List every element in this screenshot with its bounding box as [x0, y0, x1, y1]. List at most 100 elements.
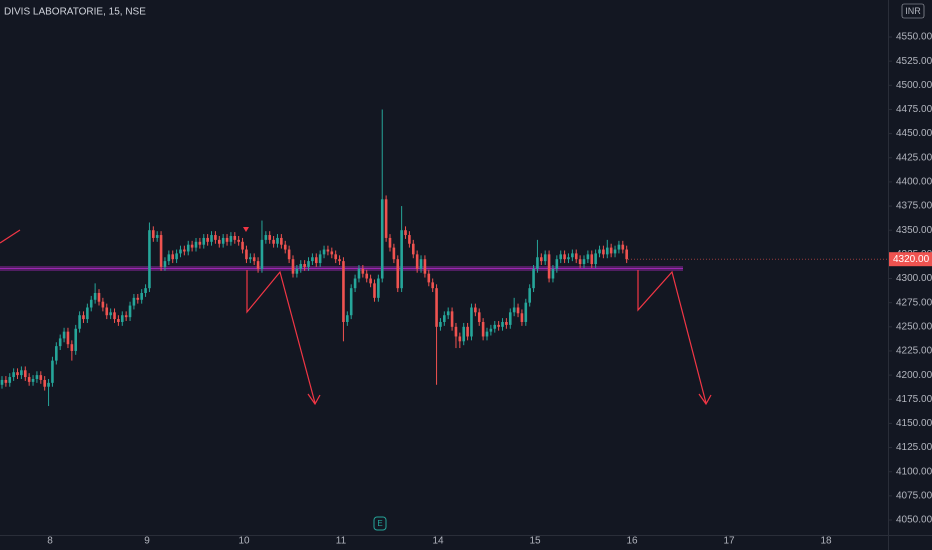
candle-body	[574, 253, 578, 260]
candle-body	[528, 288, 531, 303]
candle-body	[322, 249, 326, 255]
y-tick-label: 4500.00	[896, 80, 932, 91]
x-tick-label: 15	[529, 536, 541, 547]
candle-body	[117, 319, 120, 322]
candle-body	[217, 239, 221, 244]
y-tick-label: 4400.00	[896, 177, 932, 188]
candle-body	[12, 372, 15, 378]
candle-body	[183, 249, 186, 252]
candle-body	[346, 315, 349, 322]
candle-body	[214, 235, 217, 240]
y-tick-label: 4375.00	[896, 201, 932, 212]
candle-body	[415, 254, 419, 269]
x-tick-label: 11	[336, 536, 347, 547]
candle-body	[326, 249, 330, 252]
candle-body	[113, 312, 116, 320]
candle-body	[159, 235, 163, 267]
candle-body	[124, 315, 128, 318]
candle-body	[481, 321, 485, 337]
candle-body	[458, 336, 462, 342]
drawings: E	[0, 227, 712, 531]
chart-title: DIVIS LABORATORIE, 15, NSE	[4, 7, 146, 18]
candle-body	[155, 235, 159, 238]
candle-body	[388, 237, 392, 248]
candle-body	[365, 273, 369, 279]
candle-body	[474, 307, 477, 313]
x-tick-label: 17	[723, 536, 735, 547]
candle-body	[229, 236, 233, 242]
candle-body	[140, 293, 143, 300]
candle-body	[268, 235, 272, 240]
y-tick-label: 4525.00	[896, 56, 932, 67]
candle-body	[477, 312, 481, 322]
candle-body	[516, 307, 520, 314]
candle-body	[167, 254, 171, 262]
candle-body	[392, 247, 396, 260]
arrow-line	[0, 229, 21, 244]
candle-body	[272, 239, 275, 244]
candle-body	[179, 249, 182, 254]
y-tick-label: 4125.00	[896, 442, 932, 453]
candle-body	[8, 377, 12, 383]
candle-body	[400, 230, 403, 289]
candle-body	[411, 243, 415, 255]
candle-body	[380, 199, 384, 279]
candle-body	[605, 247, 609, 255]
candle-body	[338, 259, 341, 262]
candle-body	[31, 378, 35, 382]
candle-body	[493, 324, 497, 329]
candle-body	[249, 257, 252, 260]
candle-body	[466, 326, 469, 337]
candle-body	[291, 259, 295, 274]
candle-body	[547, 254, 551, 279]
candle-body	[342, 261, 345, 322]
candle-body	[470, 307, 473, 337]
candle-body	[582, 259, 586, 265]
y-tick-label: 4425.00	[896, 152, 932, 163]
y-tick-label: 4275.00	[896, 297, 932, 308]
candle-body	[536, 257, 539, 269]
last-price-box	[889, 252, 932, 267]
candle-body	[497, 324, 500, 327]
candle-body	[241, 241, 244, 250]
candle-body	[43, 379, 46, 387]
candle-body	[152, 230, 155, 238]
candle-body	[280, 237, 283, 245]
candle-body	[520, 313, 524, 322]
candle-body	[287, 249, 291, 260]
candle-body	[225, 237, 229, 242]
candle-body	[132, 297, 136, 306]
y-tick-label: 4225.00	[896, 346, 932, 357]
last-price-label: 4320.00	[893, 254, 930, 265]
candle-body	[202, 237, 206, 245]
y-tick-label: 4150.00	[896, 418, 932, 429]
candle-body	[0, 379, 4, 385]
candle-body	[485, 331, 489, 337]
y-tick-label: 4550.00	[896, 32, 932, 43]
candle-body	[353, 278, 357, 289]
candle-body	[512, 307, 516, 313]
candle-body	[594, 253, 597, 265]
arrow-head	[307, 393, 321, 406]
candle-body	[598, 249, 601, 254]
candle-body	[489, 328, 493, 332]
y-tick-label: 4050.00	[896, 515, 932, 526]
x-tick-label: 8	[47, 536, 53, 547]
marker	[243, 227, 249, 232]
candle-body	[206, 237, 209, 242]
y-tick-label: 4175.00	[896, 394, 932, 405]
candle-body	[613, 249, 617, 254]
candle-body	[4, 379, 8, 383]
candle-body	[590, 254, 594, 265]
candle-body	[78, 315, 81, 329]
candle-body	[190, 244, 194, 248]
arrow-head	[698, 393, 712, 406]
x-tick-label: 18	[820, 536, 832, 547]
candle-body	[318, 254, 322, 264]
candle-body	[357, 268, 361, 279]
candle-body	[175, 253, 178, 260]
candle-body	[423, 259, 427, 274]
candle-body	[567, 257, 570, 260]
candle-body	[361, 268, 365, 274]
